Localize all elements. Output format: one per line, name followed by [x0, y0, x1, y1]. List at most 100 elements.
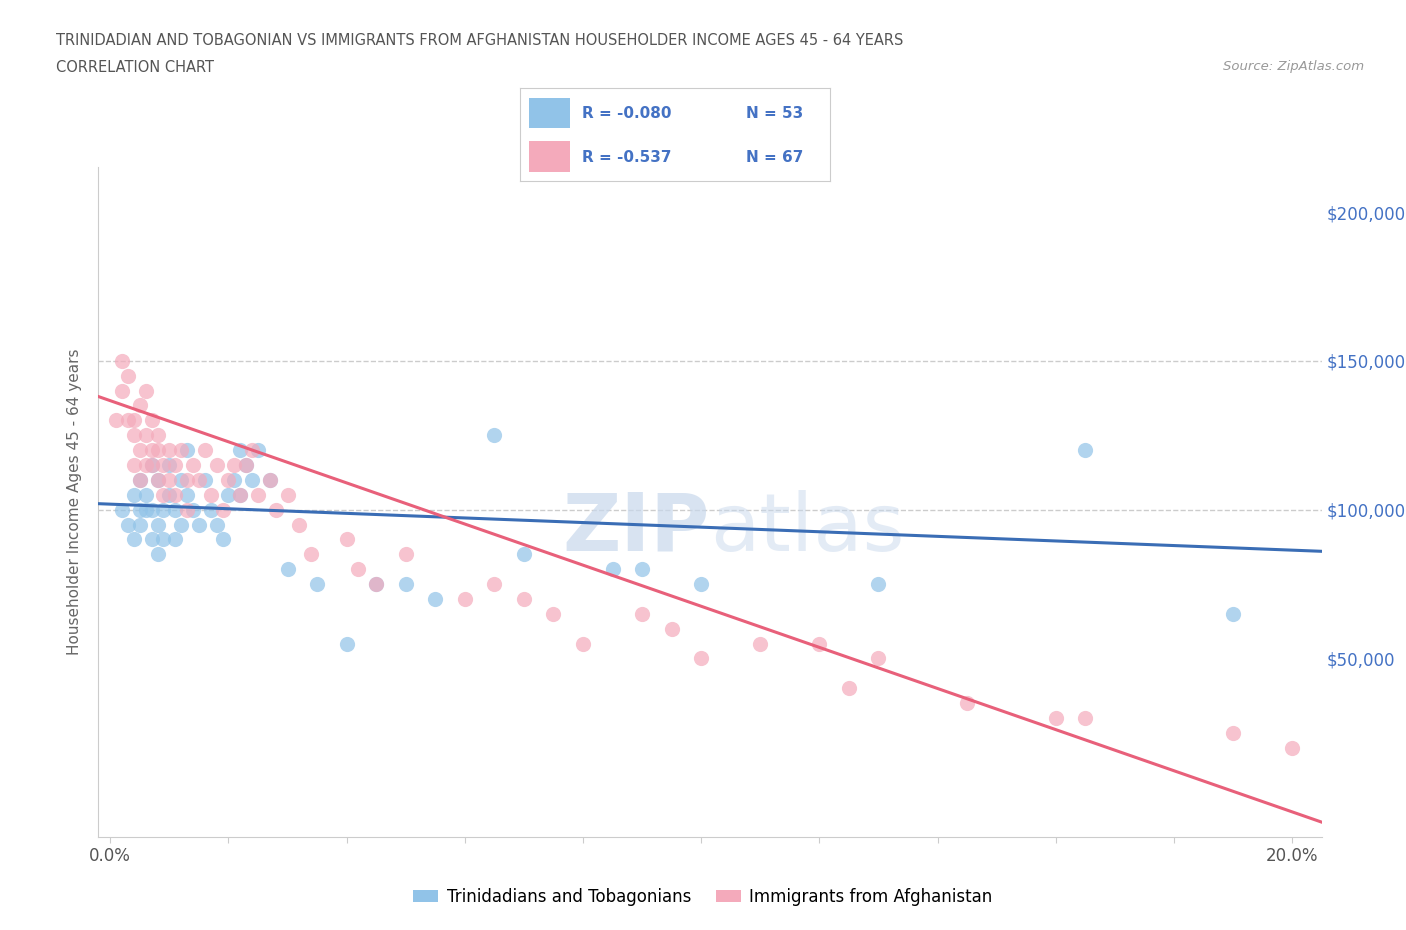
Point [395, 547, 418, 562]
Point [146, 443, 169, 458]
Point [146, 472, 169, 487]
Point [122, 458, 145, 472]
Point [135, 502, 157, 517]
Point [205, 517, 228, 532]
Point [211, 532, 233, 547]
Point [211, 502, 233, 517]
Point [336, 532, 359, 547]
Point [111, 353, 134, 368]
Point [157, 487, 180, 502]
Point [122, 413, 145, 428]
Point [117, 368, 139, 383]
Point [631, 562, 654, 577]
Point [366, 577, 388, 591]
Point [690, 577, 713, 591]
Point [141, 532, 163, 547]
Point [205, 458, 228, 472]
Point [307, 577, 329, 591]
Point [276, 562, 298, 577]
Point [1074, 443, 1097, 458]
Point [808, 636, 831, 651]
Text: CORRELATION CHART: CORRELATION CHART [56, 60, 214, 75]
Point [868, 651, 890, 666]
Point [235, 458, 257, 472]
Point [165, 502, 187, 517]
Point [152, 487, 174, 502]
Point [176, 472, 198, 487]
Point [135, 383, 157, 398]
Point [299, 547, 322, 562]
Point [141, 458, 163, 472]
Point [259, 472, 281, 487]
Point [165, 487, 187, 502]
Text: Source: ZipAtlas.com: Source: ZipAtlas.com [1223, 60, 1364, 73]
Point [572, 636, 595, 651]
Point [135, 487, 157, 502]
Point [165, 458, 187, 472]
Point [135, 458, 157, 472]
Point [749, 636, 772, 651]
Point [838, 681, 860, 696]
Point [200, 487, 222, 502]
Point [157, 458, 180, 472]
Text: N = 53: N = 53 [747, 106, 803, 121]
Point [141, 502, 163, 517]
Point [128, 472, 150, 487]
Point [117, 517, 139, 532]
Point [122, 428, 145, 443]
Point [181, 458, 204, 472]
Point [152, 502, 174, 517]
Point [105, 413, 128, 428]
Point [259, 472, 281, 487]
Point [200, 502, 222, 517]
Point [152, 532, 174, 547]
Point [146, 547, 169, 562]
Point [264, 502, 287, 517]
Point [141, 413, 163, 428]
Legend: Trinidadians and Tobagonians, Immigrants from Afghanistan: Trinidadians and Tobagonians, Immigrants… [406, 881, 1000, 912]
Point [246, 443, 269, 458]
Point [111, 383, 134, 398]
Point [146, 472, 169, 487]
Point [128, 502, 150, 517]
Point [484, 428, 506, 443]
Point [128, 517, 150, 532]
Point [194, 443, 217, 458]
Point [141, 458, 163, 472]
Text: atlas: atlas [710, 490, 904, 568]
Point [135, 428, 157, 443]
Point [235, 458, 257, 472]
Bar [530, 141, 569, 172]
Point [690, 651, 713, 666]
Point [122, 487, 145, 502]
Point [224, 472, 246, 487]
Point [170, 443, 193, 458]
Point [217, 487, 239, 502]
Point [484, 577, 506, 591]
Text: R = -0.080: R = -0.080 [582, 106, 672, 121]
Point [181, 502, 204, 517]
Point [1222, 725, 1244, 740]
Point [246, 487, 269, 502]
Point [240, 472, 263, 487]
Point [513, 547, 536, 562]
Text: ZIP: ZIP [562, 490, 710, 568]
Point [1074, 711, 1097, 725]
Point [170, 517, 193, 532]
Point [631, 606, 654, 621]
Point [336, 636, 359, 651]
Point [128, 443, 150, 458]
Point [1045, 711, 1067, 725]
Point [146, 428, 169, 443]
Point [229, 487, 252, 502]
Point [513, 591, 536, 606]
Point [229, 443, 252, 458]
Point [141, 443, 163, 458]
Point [425, 591, 447, 606]
Point [956, 696, 979, 711]
Point [122, 532, 145, 547]
Point [602, 562, 624, 577]
Point [224, 458, 246, 472]
Point [128, 398, 150, 413]
Point [661, 621, 683, 636]
